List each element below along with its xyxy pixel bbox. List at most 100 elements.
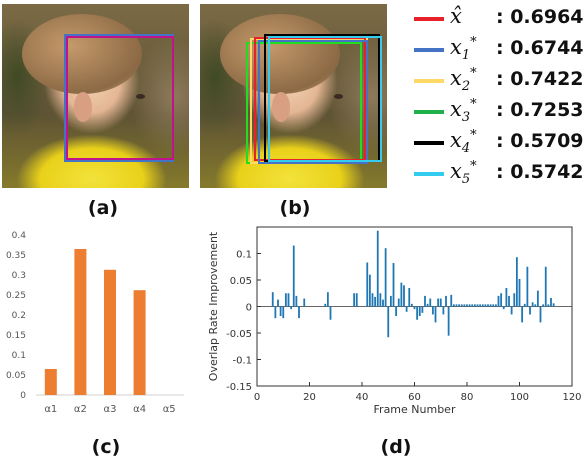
- bar-frame-16: [298, 306, 300, 319]
- bar-frame-113: [552, 303, 555, 307]
- bar-frame-105: [531, 302, 534, 307]
- bar-frame-90: [492, 304, 495, 307]
- y-tick-label: 0.3: [12, 271, 26, 281]
- legend-swatch-x3: [414, 110, 444, 114]
- x-tick-label: 100: [510, 392, 529, 403]
- bar-frame-56: [403, 285, 405, 307]
- bar-frame-28: [329, 306, 332, 320]
- eye-a: [136, 94, 145, 99]
- bar-frame-82: [471, 304, 474, 307]
- bar-frame-75: [452, 304, 455, 307]
- bar-frame-91: [494, 304, 497, 307]
- bar-frame-67: [431, 306, 434, 315]
- bar-frame-87: [484, 304, 487, 307]
- bar-frame-110: [544, 266, 547, 307]
- y-tick-label: 0.2: [12, 311, 26, 321]
- legend-symbol-x2: x2*: [450, 66, 477, 94]
- bar-frame-37: [353, 293, 356, 307]
- bar-frame-63: [421, 306, 424, 313]
- bar-frame-89: [489, 304, 492, 307]
- x-tick-label: 40: [356, 392, 369, 403]
- legend-symbol-x4: x4*: [450, 128, 477, 156]
- legend-row-x2: x2* : 0.7422: [400, 64, 586, 94]
- bar-frame-45: [374, 296, 377, 307]
- y-tick-label: 0.05: [6, 371, 26, 381]
- bar-frame-106: [534, 304, 537, 307]
- bar-frame-50: [387, 306, 390, 338]
- bbox-b-cyan: [268, 36, 382, 162]
- bar-frame-103: [526, 266, 529, 307]
- bar-4: [133, 290, 146, 395]
- bar-frame-81: [468, 304, 471, 307]
- legend-swatch-x2: [414, 79, 444, 83]
- caption-a: (a): [87, 197, 119, 219]
- bar-frame-42: [366, 262, 369, 307]
- legend-value-x1: : 0.6744: [496, 37, 584, 59]
- bar-frame-60: [413, 306, 416, 310]
- y-tick-label: -0.05: [226, 329, 252, 340]
- legend-row-x4: x4* : 0.5709: [400, 126, 586, 156]
- legend-value-x3: : 0.7253: [496, 99, 584, 121]
- bar-frame-86: [481, 304, 484, 307]
- bar-frame-6: [271, 292, 274, 307]
- legend-symbol-x1: x1*: [450, 35, 477, 63]
- face-image-b: [200, 4, 387, 188]
- bar-frame-13: [290, 306, 293, 310]
- y-tick-label: -0.15: [226, 382, 252, 393]
- bar-frame-57: [405, 306, 408, 312]
- bar-frame-15: [295, 295, 298, 307]
- bar-frame-95: [505, 287, 508, 307]
- x-tick-label: 80: [461, 392, 474, 403]
- legend-row-x1: x1* : 0.6744: [400, 33, 586, 63]
- bar-frame-74: [450, 294, 453, 307]
- bar-frame-46: [376, 230, 379, 307]
- bar-frame-88: [487, 304, 489, 307]
- y-tick-label: -0.1: [232, 356, 252, 367]
- bar-frame-14: [292, 245, 295, 307]
- bar-frame-55: [400, 282, 403, 307]
- x-tick-label: α2: [74, 404, 87, 415]
- bar-frame-62: [418, 306, 421, 317]
- bar-frame-80: [466, 304, 468, 307]
- bar-frame-59: [410, 303, 413, 307]
- bar-frame-18: [303, 298, 306, 307]
- legend-swatch-x-hat: [414, 17, 444, 21]
- bar-frame-61: [416, 306, 419, 320]
- bar-frame-51: [389, 295, 392, 307]
- x-tick-label: 120: [562, 392, 581, 403]
- bar-frame-44: [371, 293, 374, 307]
- y-tick-label: 0: [20, 391, 26, 401]
- legend-symbol-x3: x3*: [450, 97, 477, 125]
- bar-3: [104, 269, 116, 395]
- legend-row-x3: x3* : 0.7253: [400, 95, 586, 125]
- caption-b: (b): [279, 197, 311, 219]
- bar-frame-66: [429, 298, 432, 307]
- eye-b: [334, 94, 343, 99]
- bar-frame-27: [326, 292, 329, 307]
- bar-frame-71: [442, 306, 445, 315]
- bar-frame-64: [424, 295, 426, 307]
- x-tick-label: α5: [163, 404, 176, 415]
- x-axis-label: Frame Number: [374, 403, 456, 416]
- bar-frame-109: [542, 304, 545, 307]
- x-tick-label: α3: [104, 404, 117, 415]
- legend-symbol-x5: x5*: [450, 159, 477, 187]
- ear-a: [74, 92, 92, 122]
- y-tick-label: 0.35: [6, 251, 26, 261]
- bar-frame-54: [397, 298, 400, 307]
- bar-frame-107: [536, 290, 539, 307]
- bar-frame-58: [408, 287, 411, 307]
- bar-frame-10: [282, 306, 285, 319]
- legend-swatch-x1: [414, 48, 444, 52]
- bar-1: [44, 369, 57, 395]
- bar-frame-9: [279, 306, 282, 317]
- x-tick-label: α1: [44, 404, 57, 415]
- bar-frame-12: [287, 293, 290, 307]
- y-tick-label: 0.25: [6, 291, 26, 301]
- legend-value-x5: : 0.5742: [496, 161, 584, 183]
- bar-2: [74, 249, 87, 395]
- chart-d-overlap-improvement: -0.15 -0.1 -0.05 0 0.05 0.1 0 20 40 60 80 100 120 Fra…: [207, 226, 582, 416]
- legend-symbol-x-hat: x̂: [450, 4, 462, 28]
- caption-d: (d): [380, 436, 412, 458]
- bar-frame-85: [479, 304, 482, 307]
